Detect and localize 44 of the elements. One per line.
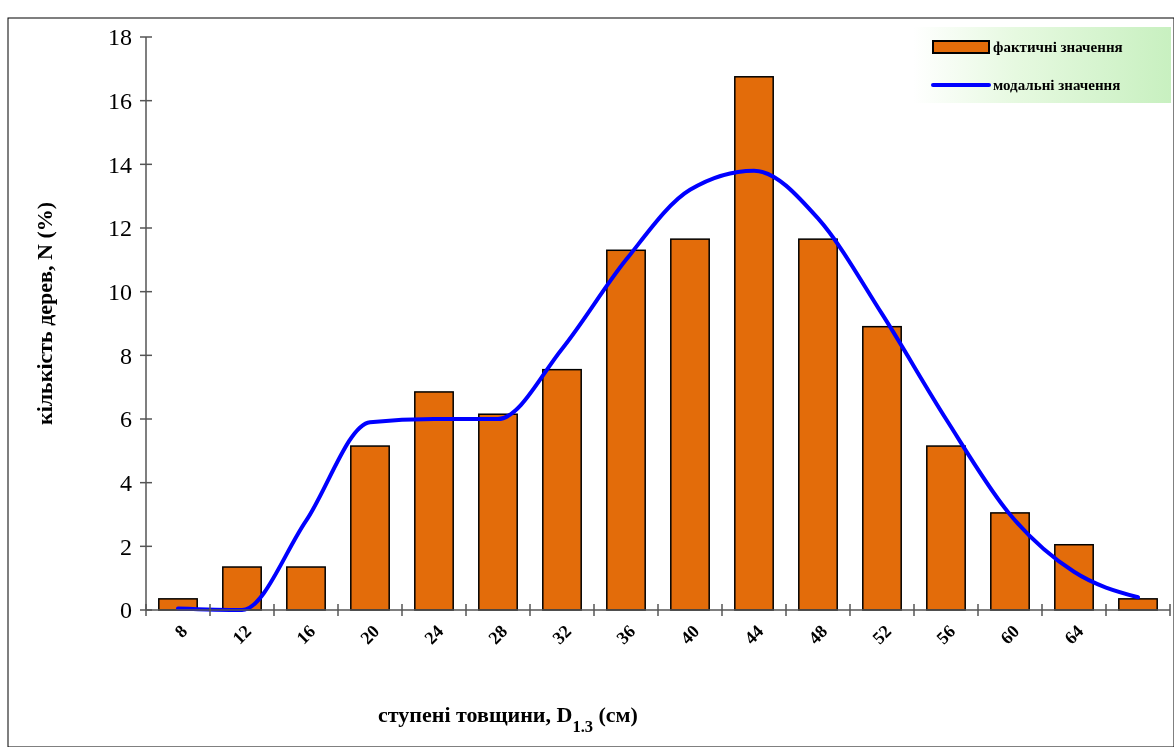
- y-tick-label: 14: [108, 151, 132, 178]
- bar: [606, 249, 646, 611]
- x-axis-title: ступені товщини, D$_{1.3}$ (см): [378, 702, 638, 736]
- x-tick-label: 36: [612, 621, 640, 649]
- line-series: [176, 168, 1140, 612]
- bar: [862, 325, 902, 611]
- bar: [670, 238, 710, 611]
- bar: [798, 238, 838, 611]
- bar: [222, 566, 262, 611]
- x-tick-label: 52: [868, 621, 896, 649]
- y-tick-label: 2: [120, 533, 132, 560]
- bar: [1054, 543, 1094, 611]
- y-tick-label: 0: [120, 597, 132, 624]
- bar: [926, 445, 966, 611]
- x-tick-label: 8: [170, 621, 192, 642]
- bar: [990, 512, 1030, 611]
- y-tick-label: 4: [120, 470, 132, 497]
- legend-label: модальні значення: [993, 77, 1121, 94]
- y-axis-title: кількість дерев, N (%): [32, 201, 57, 426]
- x-tick-label: 48: [804, 621, 832, 649]
- x-tick-label: 24: [420, 621, 448, 649]
- y-tick-label: 6: [120, 406, 132, 433]
- y-tick-label: 12: [108, 215, 132, 242]
- x-tick-label: 20: [356, 621, 384, 649]
- x-tick-label: 12: [228, 621, 256, 649]
- bar: [350, 445, 390, 611]
- bar: [734, 76, 774, 611]
- bar: [286, 566, 326, 611]
- legend-label: фактичні значення: [993, 39, 1123, 56]
- y-tick-label: 18: [108, 24, 132, 51]
- y-tick-label: 8: [120, 342, 132, 369]
- x-tick-label: 64: [1060, 621, 1088, 649]
- bar: [542, 368, 582, 611]
- x-tick-label: 16: [292, 621, 320, 649]
- x-tick-label: 44: [740, 621, 768, 649]
- bar: [414, 391, 454, 611]
- y-tick-label: 10: [108, 279, 132, 306]
- x-tick-label: 60: [996, 621, 1024, 649]
- bar: [478, 413, 518, 611]
- x-tick-label: 40: [676, 621, 704, 649]
- x-tick-label: 56: [932, 621, 960, 649]
- y-tick-label: 16: [108, 88, 132, 115]
- x-tick-label: 32: [548, 621, 576, 649]
- x-tick-label: 28: [484, 621, 512, 649]
